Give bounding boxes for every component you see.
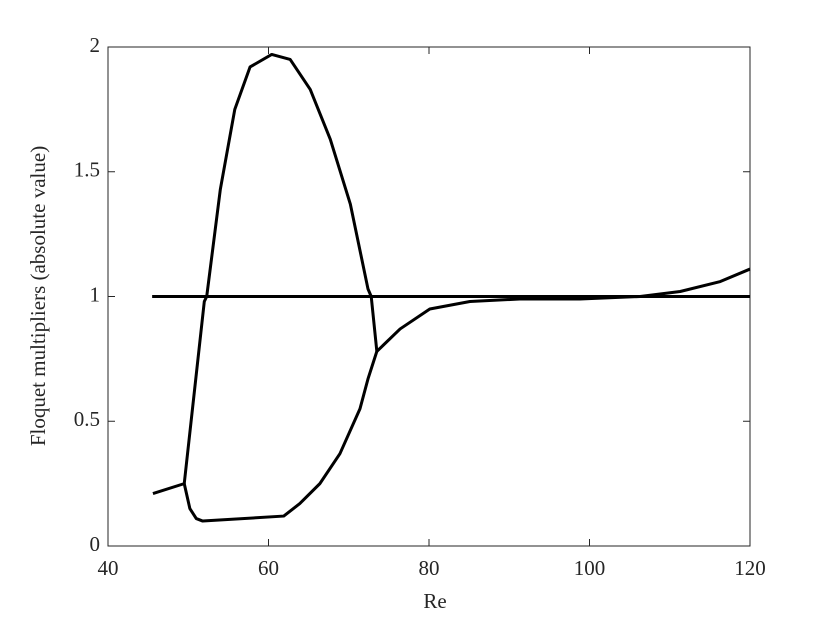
y-tick-label: 0 xyxy=(90,532,101,556)
y-tick-label: 1 xyxy=(90,282,101,306)
x-tick-label: 40 xyxy=(98,556,119,580)
curve xyxy=(152,52,751,496)
y-tick-label: 2 xyxy=(90,33,101,57)
x-tick-label: 120 xyxy=(734,556,766,580)
x-tick-label: 60 xyxy=(258,556,279,580)
y-axis-label: Floquet multipliers (absolute value) xyxy=(26,146,50,446)
y-tick-label: 1.5 xyxy=(74,158,100,182)
x-tick-label: 100 xyxy=(574,556,606,580)
y-tick-label: 0.5 xyxy=(74,407,100,431)
x-tick-label: 80 xyxy=(419,556,440,580)
curve xyxy=(182,350,379,523)
x-axis-label: Re xyxy=(423,589,446,613)
